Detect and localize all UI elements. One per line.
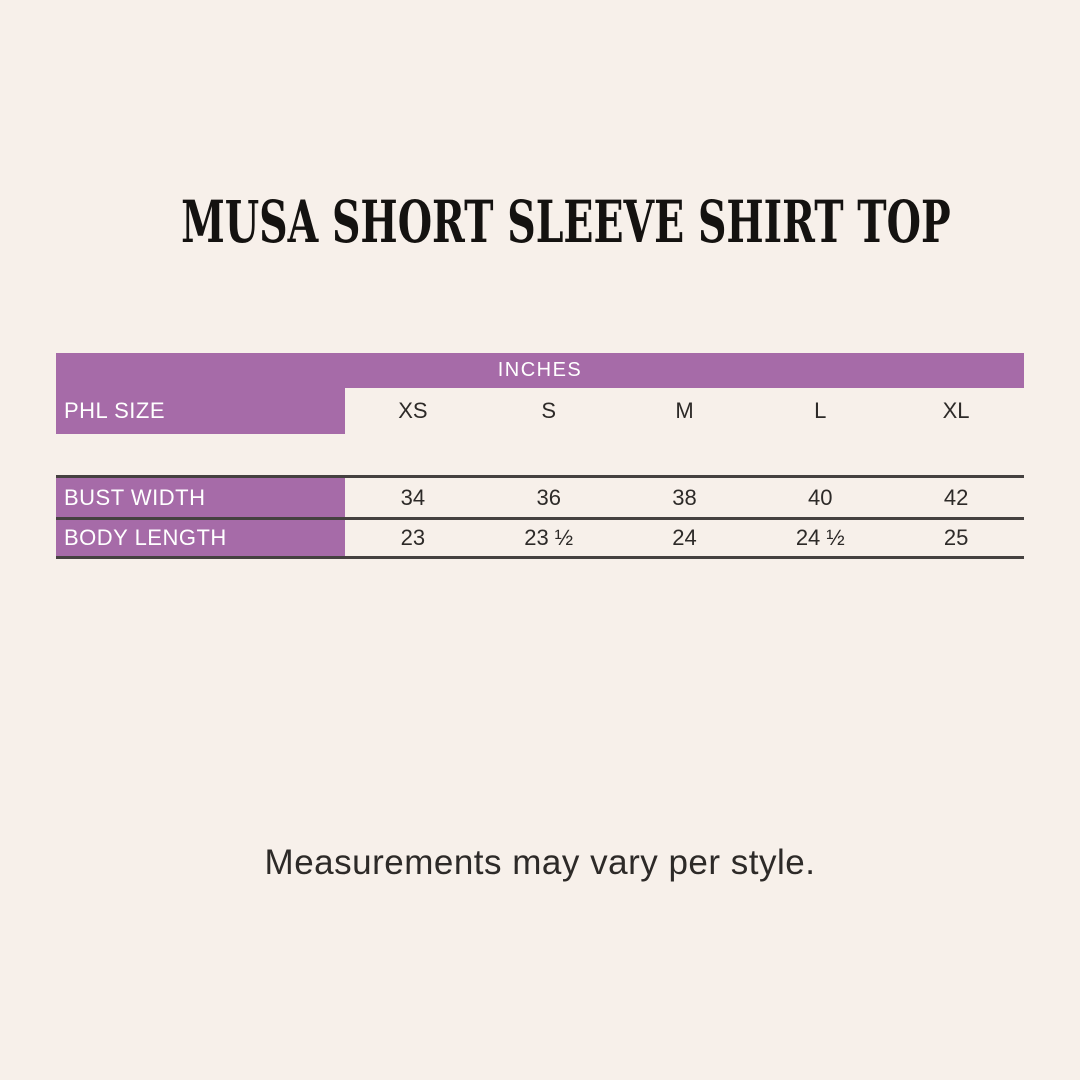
value-cell: 42 — [943, 484, 969, 510]
row-label-header: PHL SIZE — [56, 388, 345, 434]
row-label-body-length: BODY LENGTH — [56, 520, 345, 556]
footnote: Measurements may vary per style. — [264, 843, 816, 882]
table-row-bust-width: BUST WIDTH 34 36 38 40 42 — [56, 475, 1024, 517]
value-cell: 25 — [943, 525, 969, 550]
value-cell: 40 — [808, 484, 833, 510]
size-column-header-xl: XL — [942, 398, 970, 423]
size-column-header-m: M — [675, 398, 694, 423]
unit-header: INCHES — [56, 353, 1024, 388]
value-cell: 24 ½ — [795, 525, 845, 550]
size-column-header-s: S — [541, 398, 557, 423]
value-cell: 24 — [672, 525, 697, 550]
table-row-body-length: BODY LENGTH 23 23 ½ 24 24 ½ 25 — [56, 517, 1024, 559]
size-header-row: PHL SIZE XS S M L XL — [56, 388, 1024, 434]
value-cell: 34 — [400, 484, 426, 510]
value-cell: 36 — [536, 484, 561, 510]
value-cell: 23 ½ — [524, 525, 574, 550]
row-label-bust-width: BUST WIDTH — [56, 478, 345, 517]
page-title: MUSA SHORT SLEEVE SHIRT TOP — [0, 188, 1080, 256]
size-chart-table: INCHES PHL SIZE XS S M L XL BUST WIDTH 3… — [56, 353, 1024, 559]
page-title-text: MUSA SHORT SLEEVE SHIRT TOP — [181, 188, 951, 256]
value-cell: 23 — [400, 525, 426, 550]
table-gap — [56, 434, 1024, 475]
size-column-header-l: L — [814, 398, 827, 423]
row-cells-body-length: 23 23 ½ 24 24 ½ 25 — [345, 520, 1024, 556]
value-cell: 38 — [672, 484, 697, 510]
size-header-cells: XS S M L XL — [345, 388, 1024, 434]
size-column-header-xs: XS — [398, 398, 428, 423]
row-cells-bust-width: 34 36 38 40 42 — [345, 478, 1024, 517]
